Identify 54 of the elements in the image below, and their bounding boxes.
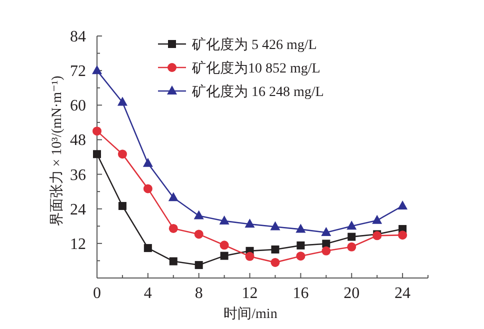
- legend-label: 矿化度为 16 248 mg/L: [191, 84, 324, 100]
- point: [271, 245, 280, 254]
- x-tick-label: 24: [394, 285, 411, 302]
- point: [296, 224, 306, 233]
- point: [118, 202, 126, 210]
- point: [347, 242, 356, 252]
- point: [144, 244, 152, 252]
- point: [348, 232, 356, 241]
- point: [194, 261, 203, 270]
- legend-label: 矿化度为 5 426 mg/L: [191, 37, 317, 53]
- y-axis-title: 界面张力 × 10³/(mN·m⁻¹): [49, 75, 65, 226]
- x-tick-label: 20: [344, 285, 360, 302]
- point: [398, 200, 408, 210]
- point: [117, 96, 128, 106]
- y-tick-label: 24: [70, 201, 86, 218]
- point: [194, 210, 204, 220]
- y-tick-label: 72: [70, 63, 86, 80]
- x-tick-label: 0: [93, 285, 101, 302]
- point: [322, 246, 331, 256]
- y-tick-label: 84: [70, 28, 86, 46]
- point: [346, 220, 357, 230]
- point: [194, 230, 204, 239]
- point: [169, 257, 178, 266]
- point: [398, 230, 408, 240]
- point: [321, 226, 332, 236]
- x-tick-label: 4: [144, 285, 152, 302]
- point: [244, 218, 255, 228]
- point: [220, 252, 228, 260]
- y-tick-label: 60: [70, 98, 86, 115]
- point: [372, 214, 382, 224]
- point: [270, 258, 280, 267]
- y-tick-label: 12: [70, 236, 86, 253]
- legend-label: 矿化度为10 852 mg/L: [191, 60, 320, 76]
- point: [92, 65, 102, 74]
- point: [168, 224, 178, 233]
- point: [168, 192, 178, 202]
- point: [118, 150, 127, 159]
- point: [92, 126, 102, 136]
- x-tick-label: 8: [194, 285, 203, 302]
- point: [93, 150, 101, 158]
- point: [142, 158, 153, 167]
- point: [270, 221, 280, 230]
- y-tick-label: 48: [70, 132, 86, 150]
- y-tick-label: 36: [70, 166, 86, 184]
- point: [322, 240, 330, 248]
- point: [296, 241, 305, 250]
- point: [143, 184, 152, 194]
- x-axis-title: 时间/min: [224, 306, 278, 322]
- x-tick-label: 12: [242, 285, 258, 302]
- x-tick-label: 16: [292, 285, 309, 302]
- point: [220, 240, 229, 250]
- point: [245, 252, 254, 261]
- point: [296, 252, 306, 261]
- point: [219, 215, 230, 224]
